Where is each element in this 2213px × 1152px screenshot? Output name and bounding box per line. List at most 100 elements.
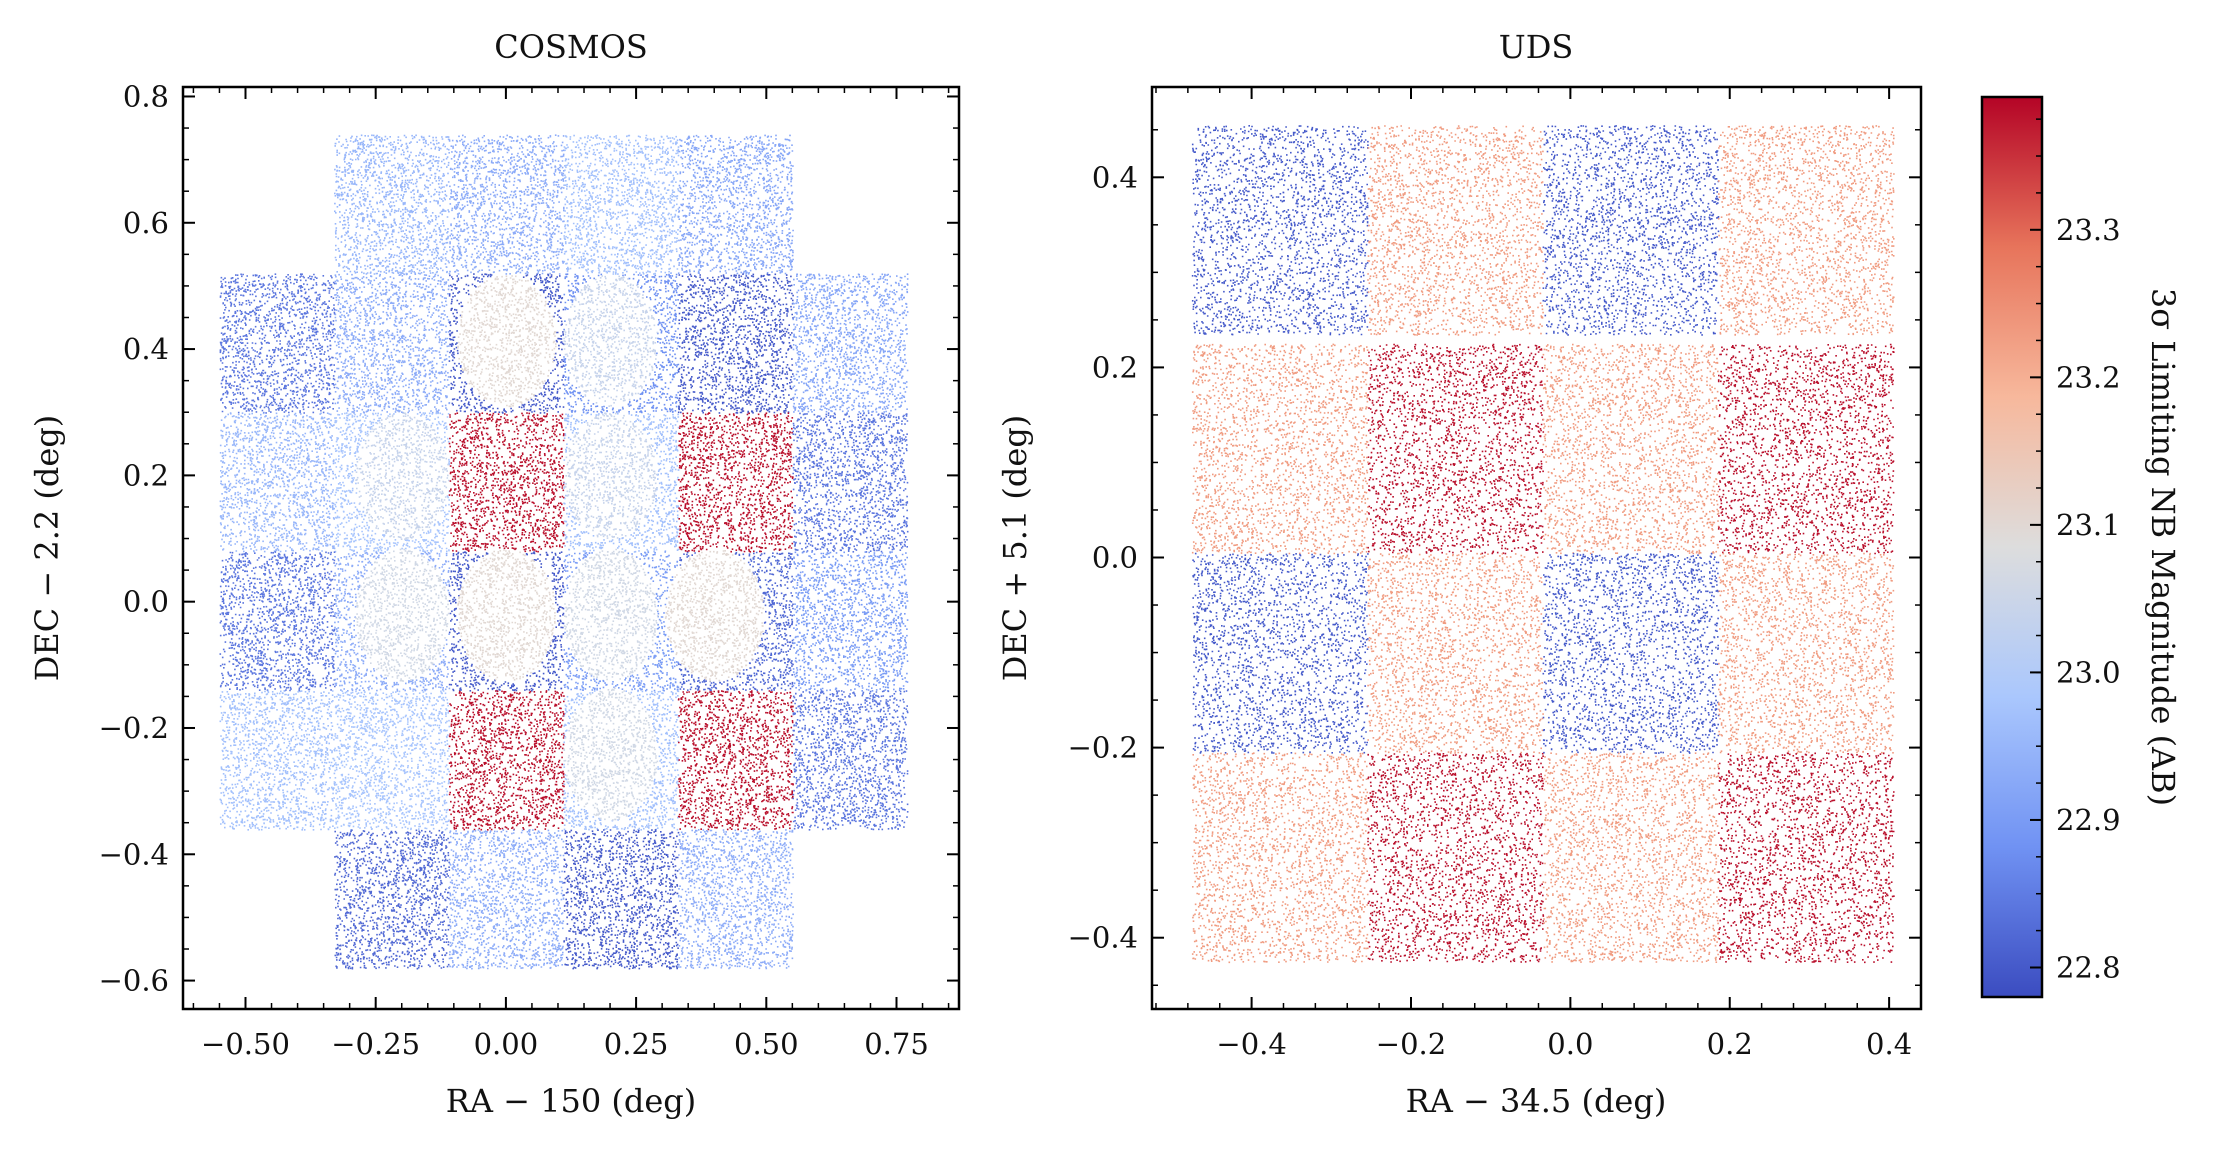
cosmos-region-39-points xyxy=(664,550,764,682)
uds-title: UDS xyxy=(1499,28,1574,66)
cosmos-region-13-points xyxy=(563,412,680,553)
cosmos-region-6-points xyxy=(448,273,565,414)
colorbar: 22.8 22.9 23.0 23.1 23.2 23.3 3σ Limiting NB … xyxy=(1980,95,2182,999)
cosmos-region-8-points xyxy=(677,273,794,414)
uds-ytick-label: 0.4 xyxy=(1092,160,1138,194)
cosmos-region-10-points xyxy=(219,412,336,553)
colorbar-gradient xyxy=(1980,95,2044,999)
cosmos-ytick-label: 0.0 xyxy=(123,585,169,619)
uds-region-1-points xyxy=(1367,125,1544,336)
uds-region-3 xyxy=(1717,125,1895,336)
cosmos-region-7-points xyxy=(563,273,680,414)
uds-region-8 xyxy=(1192,552,1369,754)
uds-region-4 xyxy=(1191,343,1369,555)
cosmos-xtick-label: −0.50 xyxy=(201,1027,290,1061)
cosmos-region-4-points xyxy=(219,273,336,414)
uds-xtick-label: −0.2 xyxy=(1376,1027,1446,1061)
cosmos-region-20 xyxy=(678,551,794,692)
cosmos-region-29 xyxy=(448,829,565,970)
cosmos-region-32 xyxy=(457,275,557,408)
cosmos-region-29-points xyxy=(448,829,565,970)
cosmos-region-32-points xyxy=(457,275,557,408)
cosmos-region-33-points xyxy=(563,275,659,407)
cosmos-region-19 xyxy=(563,551,680,692)
cosmos-region-31 xyxy=(677,829,794,970)
cosmos-ytick-label: 0.8 xyxy=(123,79,169,113)
uds-region-6 xyxy=(1542,343,1720,555)
colorbar-tick-label: 22.9 xyxy=(2056,803,2121,837)
uds-ytick-label: −0.4 xyxy=(1068,921,1138,955)
cosmos-region-15-points xyxy=(792,412,909,553)
cosmos-region-24 xyxy=(448,690,565,831)
uds-region-15-points xyxy=(1717,752,1895,964)
cosmos-region-31-points xyxy=(677,829,794,970)
cosmos-region-17-points xyxy=(334,551,451,692)
cosmos-region-37 xyxy=(457,549,556,681)
uds-region-4-points xyxy=(1191,343,1369,555)
cosmos-region-40 xyxy=(563,687,659,821)
uds-ytick-label: 0.2 xyxy=(1092,350,1138,384)
uds-region-9 xyxy=(1367,552,1544,754)
colorbar-label: 3σ Limiting NB Magnitude (AB) xyxy=(2144,288,2182,806)
cosmos-region-28 xyxy=(334,829,451,970)
cosmos-region-16 xyxy=(219,551,336,692)
cosmos-region-37-points xyxy=(457,549,556,681)
uds-panel: −0.4 −0.2 0.0 0.2 0.4 −0.4 −0.2 0.0 0.2 0.4 UDS R… xyxy=(996,28,1923,1120)
cosmos-region-23 xyxy=(334,690,451,831)
cosmos-panel: −0.50 −0.25 0.00 0.25 0.50 0.75 −0.6 −0.4 −0.2 0.… xyxy=(28,28,961,1120)
uds-region-5-points xyxy=(1367,343,1545,555)
cosmos-region-18 xyxy=(448,551,565,692)
cosmos-region-12-points xyxy=(448,412,565,553)
uds-ytick-label: 0.0 xyxy=(1092,541,1138,575)
uds-region-7 xyxy=(1717,343,1895,555)
cosmos-xtick-label: 0.25 xyxy=(604,1027,669,1061)
cosmos-region-8 xyxy=(677,273,794,414)
colorbar-tick-label: 23.3 xyxy=(2056,213,2121,247)
cosmos-region-7 xyxy=(563,273,680,414)
colorbar-tick-label: 22.8 xyxy=(2056,950,2121,984)
cosmos-region-14-points xyxy=(678,412,794,553)
uds-ytick-label: −0.2 xyxy=(1068,731,1138,765)
cosmos-title: COSMOS xyxy=(494,28,648,66)
uds-xtick-label: −0.4 xyxy=(1216,1027,1286,1061)
cosmos-region-0 xyxy=(334,134,451,275)
uds-region-6-points xyxy=(1542,343,1720,555)
cosmos-region-39 xyxy=(664,550,764,682)
cosmos-region-35-points xyxy=(564,412,658,539)
cosmos-region-9-points xyxy=(792,273,909,414)
cosmos-region-26 xyxy=(677,690,794,831)
cosmos-region-5-points xyxy=(334,273,451,414)
cosmos-region-10 xyxy=(219,412,336,553)
cosmos-region-3 xyxy=(677,134,794,275)
cosmos-region-34-points xyxy=(355,412,450,540)
uds-x-axis-label: RA − 34.5 (deg) xyxy=(1406,1082,1667,1120)
uds-region-8-points xyxy=(1192,552,1369,754)
cosmos-region-11 xyxy=(334,412,451,553)
uds-region-11 xyxy=(1717,552,1895,754)
cosmos-region-5 xyxy=(334,273,451,414)
uds-region-15 xyxy=(1717,752,1895,964)
uds-region-10-points xyxy=(1542,552,1720,754)
cosmos-region-21 xyxy=(792,551,909,692)
cosmos-region-20-points xyxy=(678,551,794,692)
uds-region-11-points xyxy=(1717,552,1895,754)
uds-region-14-points xyxy=(1542,752,1720,963)
uds-xtick-label: 0.0 xyxy=(1547,1027,1593,1061)
cosmos-region-2-points xyxy=(563,134,680,275)
cosmos-region-1-points xyxy=(448,134,565,275)
cosmos-region-12 xyxy=(448,412,565,553)
cosmos-region-35 xyxy=(564,412,658,539)
colorbar-tick-label: 23.1 xyxy=(2056,508,2121,542)
cosmos-xtick-label: −0.25 xyxy=(331,1027,420,1061)
cosmos-x-axis-label: RA − 150 (deg) xyxy=(446,1082,696,1120)
uds-region-13-points xyxy=(1367,752,1545,963)
cosmos-region-15 xyxy=(792,412,909,553)
uds-axes-frame xyxy=(1150,85,1923,1011)
cosmos-region-28-points xyxy=(334,829,451,970)
colorbar-ticks: 22.8 22.9 23.0 23.1 23.2 23.3 xyxy=(2030,118,2121,984)
cosmos-y-axis-label: DEC − 2.2 (deg) xyxy=(28,415,66,682)
uds-ticks: −0.4 −0.2 0.0 0.2 0.4 −0.4 −0.2 0.0 0.2 0.4 xyxy=(1068,87,1922,1061)
uds-region-14 xyxy=(1542,752,1720,963)
cosmos-region-38 xyxy=(563,548,659,681)
